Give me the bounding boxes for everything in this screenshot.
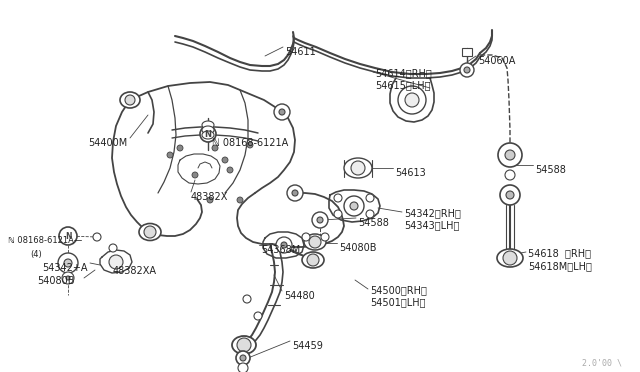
Circle shape xyxy=(62,272,74,284)
Circle shape xyxy=(498,143,522,167)
Circle shape xyxy=(334,194,342,202)
Circle shape xyxy=(292,190,298,196)
Circle shape xyxy=(227,167,233,173)
Text: 54400M: 54400M xyxy=(88,138,127,148)
Text: N: N xyxy=(65,231,71,241)
Circle shape xyxy=(505,170,515,180)
Ellipse shape xyxy=(304,234,326,250)
Text: 54618  〈RH〉: 54618 〈RH〉 xyxy=(528,248,591,258)
Text: 54615〈LH〉: 54615〈LH〉 xyxy=(375,80,431,90)
Circle shape xyxy=(144,226,156,238)
Circle shape xyxy=(58,253,78,273)
Text: 54060A: 54060A xyxy=(478,56,515,66)
Circle shape xyxy=(207,197,213,203)
Circle shape xyxy=(506,191,514,199)
Ellipse shape xyxy=(202,126,214,134)
Circle shape xyxy=(307,254,319,266)
Circle shape xyxy=(236,351,250,365)
Circle shape xyxy=(238,363,248,372)
Circle shape xyxy=(109,244,117,252)
Ellipse shape xyxy=(120,92,140,108)
Circle shape xyxy=(237,338,251,352)
Text: 54080B: 54080B xyxy=(37,276,74,286)
Text: ℕ 08168-6121A—: ℕ 08168-6121A— xyxy=(8,236,83,245)
Text: 54588: 54588 xyxy=(358,218,389,228)
Circle shape xyxy=(317,217,323,223)
Circle shape xyxy=(405,93,419,107)
Text: 54588: 54588 xyxy=(535,165,566,175)
Circle shape xyxy=(460,63,474,77)
Text: 54459: 54459 xyxy=(292,341,323,351)
Circle shape xyxy=(351,161,365,175)
Circle shape xyxy=(66,276,70,280)
Circle shape xyxy=(279,109,285,115)
Circle shape xyxy=(192,172,198,178)
Circle shape xyxy=(177,145,183,151)
Circle shape xyxy=(125,95,135,105)
Circle shape xyxy=(59,227,77,245)
Text: 54501〈LH〉: 54501〈LH〉 xyxy=(370,297,426,307)
Ellipse shape xyxy=(302,252,324,268)
Text: 54613: 54613 xyxy=(395,168,426,178)
Text: 54080B: 54080B xyxy=(339,243,376,253)
Ellipse shape xyxy=(497,249,523,267)
Circle shape xyxy=(212,145,218,151)
Circle shape xyxy=(64,259,72,267)
Circle shape xyxy=(334,210,342,218)
Bar xyxy=(462,48,472,56)
Ellipse shape xyxy=(202,121,214,129)
Text: 54611: 54611 xyxy=(285,47,316,57)
Circle shape xyxy=(309,236,321,248)
Circle shape xyxy=(109,255,123,269)
Ellipse shape xyxy=(344,158,372,178)
Circle shape xyxy=(93,233,101,241)
Text: 54614〈RH〉: 54614〈RH〉 xyxy=(375,68,432,78)
Circle shape xyxy=(398,86,426,114)
Circle shape xyxy=(505,150,515,160)
Circle shape xyxy=(240,355,246,361)
Circle shape xyxy=(503,251,517,265)
Circle shape xyxy=(366,210,374,218)
Ellipse shape xyxy=(139,224,161,241)
Text: 54618M〈LH〉: 54618M〈LH〉 xyxy=(528,261,592,271)
Text: 54500〈RH〉: 54500〈RH〉 xyxy=(370,285,427,295)
Circle shape xyxy=(366,194,374,202)
Text: 54480: 54480 xyxy=(284,291,315,301)
Circle shape xyxy=(200,126,216,142)
Text: 48382X: 48382X xyxy=(191,192,228,202)
Text: 54342+A: 54342+A xyxy=(42,263,88,273)
Text: 54368M: 54368M xyxy=(261,245,300,255)
Circle shape xyxy=(243,295,251,303)
Circle shape xyxy=(222,157,228,163)
Circle shape xyxy=(464,67,470,73)
Text: 54343〈LH〉: 54343〈LH〉 xyxy=(404,220,460,230)
Circle shape xyxy=(350,202,358,210)
Circle shape xyxy=(237,197,243,203)
Circle shape xyxy=(500,185,520,205)
Circle shape xyxy=(281,242,287,248)
Ellipse shape xyxy=(202,131,214,139)
Text: 2.0'00 \: 2.0'00 \ xyxy=(582,358,622,367)
Text: ℕ 08168-6121A: ℕ 08168-6121A xyxy=(212,138,288,148)
Ellipse shape xyxy=(232,336,256,354)
Circle shape xyxy=(302,233,310,241)
Circle shape xyxy=(312,212,328,228)
Text: N: N xyxy=(205,129,211,138)
Text: 54342〈RH〉: 54342〈RH〉 xyxy=(404,208,461,218)
Text: (4): (4) xyxy=(30,250,42,259)
Circle shape xyxy=(247,142,253,148)
Circle shape xyxy=(254,312,262,320)
Circle shape xyxy=(167,152,173,158)
Text: 48382XA: 48382XA xyxy=(113,266,157,276)
Circle shape xyxy=(274,104,290,120)
Circle shape xyxy=(344,196,364,216)
Circle shape xyxy=(321,233,329,241)
Circle shape xyxy=(276,237,292,253)
Circle shape xyxy=(287,185,303,201)
